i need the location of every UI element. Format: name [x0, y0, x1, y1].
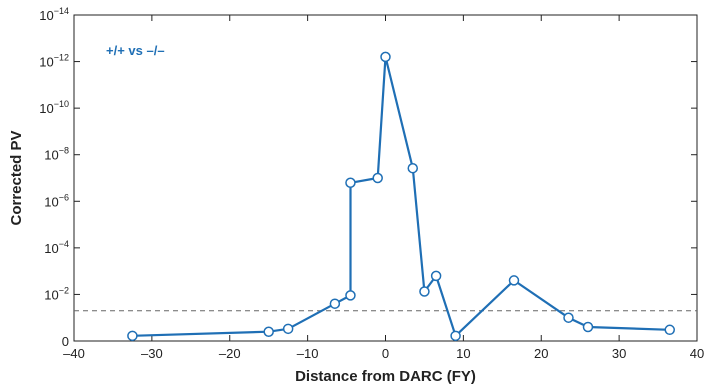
x-tick-label: –30: [141, 346, 163, 361]
y-tick-label: 10−6: [44, 192, 69, 209]
data-point: [282, 323, 294, 335]
data-point: [419, 286, 430, 297]
x-axis-title: Distance from DARC (FY): [295, 368, 476, 385]
y-tick-label: 10−10: [39, 99, 69, 116]
data-point: [127, 330, 138, 342]
data-point: [345, 177, 356, 189]
x-tick-label: 20: [534, 346, 548, 361]
data-point: [563, 312, 574, 323]
y-tick-label: 10−12: [39, 53, 69, 70]
data-point: [263, 326, 274, 337]
x-tick-label: –40: [63, 346, 85, 361]
series-group: [127, 51, 675, 342]
data-point: [372, 172, 383, 184]
data-point: [664, 324, 675, 336]
y-tick-label: 10−2: [44, 285, 69, 302]
x-tick-label: 10: [456, 346, 470, 361]
x-tick-label: 30: [612, 346, 626, 361]
y-axis-title: Corrected PV: [8, 130, 25, 225]
x-tick-label: –10: [297, 346, 319, 361]
x-tick-label: –20: [219, 346, 241, 361]
data-point: [508, 275, 520, 286]
y-tick-label: 0: [62, 334, 69, 349]
y-tick-label: 10−8: [44, 146, 69, 163]
data-point: [582, 321, 594, 333]
series-line: [132, 55, 670, 337]
y-tick-label: 10−4: [44, 239, 69, 256]
axis-ticks: –40 –30 –20 –10 0 10 20 30 40 0 10−2 10−4 10−6 10−8 10…: [39, 6, 704, 361]
x-tick-label: 40: [690, 346, 704, 361]
data-point: [345, 290, 356, 301]
data-point: [430, 270, 442, 282]
data-point: [380, 51, 391, 63]
data-point: [407, 162, 419, 174]
data-point: [450, 330, 461, 342]
x-tick-label: 0: [382, 346, 389, 361]
annotation-label: +/+ vs –/–: [106, 43, 165, 58]
y-tick-label: 10−14: [39, 6, 69, 23]
data-point: [329, 298, 341, 309]
